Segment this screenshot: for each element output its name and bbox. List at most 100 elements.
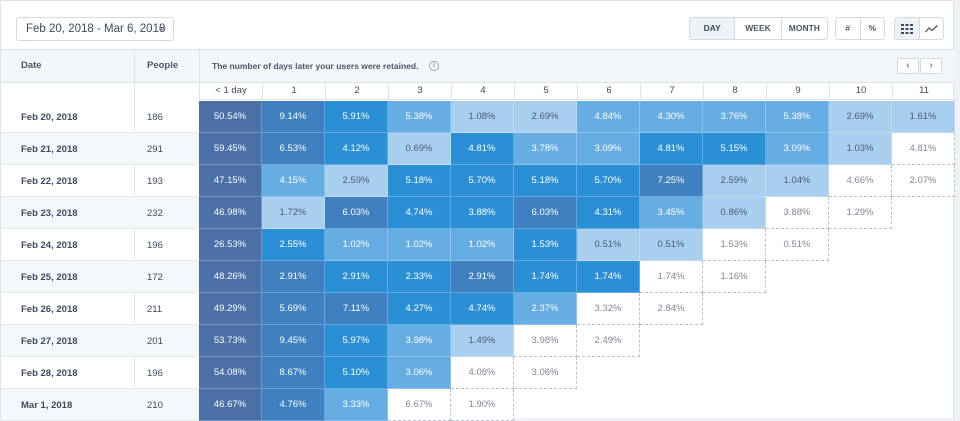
month-button[interactable]: MONTH (780, 18, 827, 39)
retention-cell[interactable]: 4.15% (262, 165, 325, 197)
table-row[interactable]: Feb 21, 2018 291 (1, 133, 199, 165)
retention-cell[interactable]: 1.08% (451, 101, 514, 133)
retention-cell[interactable]: 26.53% (199, 229, 262, 261)
retention-cell[interactable]: 1.04% (766, 165, 829, 197)
retention-cell[interactable]: 5.38% (388, 101, 451, 133)
retention-cell[interactable]: 1.03% (829, 133, 892, 165)
retention-cell[interactable]: 54.08% (199, 357, 262, 389)
retention-cell[interactable]: 3.78% (514, 133, 577, 165)
retention-cell[interactable]: 3.88% (766, 197, 829, 229)
retention-cell[interactable]: 2.91% (325, 261, 388, 293)
retention-cell[interactable]: 4.74% (451, 293, 514, 325)
table-row[interactable]: Feb 27, 2018 201 (1, 325, 199, 357)
retention-cell[interactable]: 4.30% (640, 101, 703, 133)
retention-cell[interactable]: 3.09% (577, 133, 640, 165)
retention-cell[interactable]: 4.81% (451, 133, 514, 165)
retention-cell[interactable]: 1.74% (577, 261, 640, 293)
retention-cell[interactable]: 3.76% (703, 101, 766, 133)
table-row[interactable]: Feb 24, 2018 196 (1, 229, 199, 261)
retention-cell[interactable]: 7.11% (325, 293, 388, 325)
retention-cell[interactable]: 49.29% (199, 293, 262, 325)
table-row[interactable]: Feb 22, 2018 193 (1, 165, 199, 197)
retention-cell[interactable]: 1.02% (388, 229, 451, 261)
retention-cell[interactable]: 4.81% (892, 133, 955, 165)
retention-cell[interactable]: 50.54% (199, 101, 262, 133)
retention-cell[interactable]: 0.51% (766, 229, 829, 261)
retention-cell[interactable]: 2.84% (640, 293, 703, 325)
retention-cell[interactable]: 2.69% (829, 101, 892, 133)
retention-cell[interactable]: 0.86% (703, 197, 766, 229)
retention-cell[interactable]: 2.49% (577, 325, 640, 357)
retention-cell[interactable]: 48.26% (199, 261, 262, 293)
retention-cell[interactable]: 2.91% (262, 261, 325, 293)
retention-cell[interactable]: 5.70% (577, 165, 640, 197)
retention-cell[interactable]: 6.53% (262, 133, 325, 165)
retention-cell[interactable]: 3.88% (451, 197, 514, 229)
retention-cell[interactable]: 4.74% (388, 197, 451, 229)
retention-cell[interactable]: 2.37% (514, 293, 577, 325)
date-range-picker[interactable]: Feb 20, 2018 - Mar 6, 2018 (16, 17, 174, 41)
retention-cell[interactable]: 1.61% (892, 101, 955, 133)
retention-cell[interactable]: 0.51% (577, 229, 640, 261)
retention-cell[interactable]: 2.55% (262, 229, 325, 261)
retention-cell[interactable]: 47.15% (199, 165, 262, 197)
retention-cell[interactable]: 1.90% (451, 389, 514, 421)
percent-mode-button[interactable]: % (859, 18, 885, 39)
retention-cell[interactable]: 1.29% (829, 197, 892, 229)
retention-cell[interactable]: 3.06% (514, 357, 577, 389)
retention-cell[interactable]: 1.02% (325, 229, 388, 261)
retention-cell[interactable]: 4.31% (577, 197, 640, 229)
line-view-button[interactable] (918, 18, 944, 39)
retention-cell[interactable]: 5.18% (388, 165, 451, 197)
retention-cell[interactable]: 6.03% (514, 197, 577, 229)
retention-cell[interactable]: 2.59% (325, 165, 388, 197)
retention-cell[interactable]: 5.38% (766, 101, 829, 133)
retention-cell[interactable]: 53.73% (199, 325, 262, 357)
retention-cell[interactable]: 5.15% (703, 133, 766, 165)
grid-view-button[interactable] (895, 18, 919, 39)
retention-cell[interactable]: 1.02% (451, 229, 514, 261)
retention-cell[interactable]: 5.18% (514, 165, 577, 197)
week-button[interactable]: WEEK (734, 18, 780, 39)
day-button[interactable]: DAY (690, 18, 735, 39)
retention-cell[interactable]: 2.33% (388, 261, 451, 293)
retention-cell[interactable]: 1.74% (514, 261, 577, 293)
retention-cell[interactable]: 5.70% (451, 165, 514, 197)
retention-cell[interactable]: 3.98% (514, 325, 577, 357)
retention-cell[interactable]: 5.97% (325, 325, 388, 357)
retention-cell[interactable]: 1.49% (451, 325, 514, 357)
retention-cell[interactable]: 3.32% (577, 293, 640, 325)
retention-cell[interactable]: 59.45% (199, 133, 262, 165)
retention-cell[interactable]: 3.98% (388, 325, 451, 357)
prev-page-button[interactable]: ‹ (897, 58, 919, 74)
retention-cell[interactable]: 5.10% (325, 357, 388, 389)
retention-cell[interactable]: 4.84% (577, 101, 640, 133)
retention-cell[interactable]: 0.51% (640, 229, 703, 261)
retention-cell[interactable]: 9.14% (262, 101, 325, 133)
retention-cell[interactable]: 7.25% (640, 165, 703, 197)
retention-cell[interactable]: 46.67% (199, 389, 262, 421)
table-row[interactable]: Feb 28, 2018 196 (1, 357, 199, 389)
retention-cell[interactable]: 1.16% (703, 261, 766, 293)
table-row[interactable]: Feb 23, 2018 232 (1, 197, 199, 229)
retention-cell[interactable]: 5.91% (325, 101, 388, 133)
table-row[interactable]: Feb 26, 2018 211 (1, 293, 199, 325)
retention-cell[interactable]: 4.76% (262, 389, 325, 421)
retention-cell[interactable]: 2.07% (892, 165, 955, 197)
retention-cell[interactable]: 4.81% (640, 133, 703, 165)
retention-cell[interactable]: 2.69% (514, 101, 577, 133)
retention-cell[interactable]: 4.12% (325, 133, 388, 165)
next-page-button[interactable]: › (920, 58, 942, 74)
retention-cell[interactable]: 3.09% (766, 133, 829, 165)
retention-cell[interactable]: 4.66% (829, 165, 892, 197)
retention-cell[interactable]: 6.03% (325, 197, 388, 229)
retention-cell[interactable]: 3.06% (388, 357, 451, 389)
retention-cell[interactable]: 0.69% (388, 133, 451, 165)
retention-cell[interactable]: 46.98% (199, 197, 262, 229)
retention-cell[interactable]: 1.74% (640, 261, 703, 293)
retention-cell[interactable]: 1.72% (262, 197, 325, 229)
retention-cell[interactable]: 1.53% (703, 229, 766, 261)
retention-cell[interactable]: 5.69% (262, 293, 325, 325)
retention-cell[interactable]: 4.08% (451, 357, 514, 389)
retention-cell[interactable]: 1.53% (514, 229, 577, 261)
